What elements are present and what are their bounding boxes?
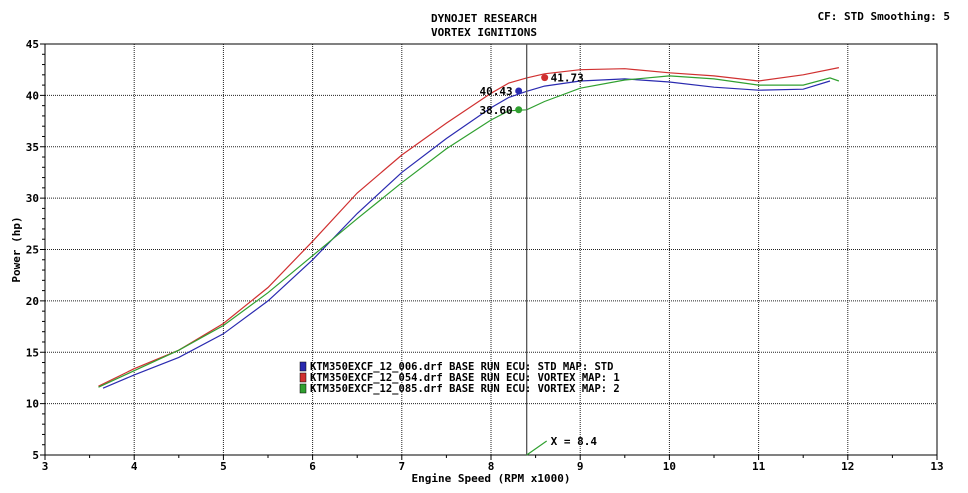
series-line <box>98 75 840 388</box>
series-marker-label: 41.73 <box>551 72 584 85</box>
x-tick-label: 3 <box>42 460 49 473</box>
legend-swatch <box>299 383 307 394</box>
legend-entry: KTM350EXCF_12_054.drf BASE RUN ECU: VORT… <box>310 372 620 384</box>
y-tick-label: 35 <box>26 141 39 154</box>
cursor-pointer <box>526 440 548 456</box>
plot-border <box>44 43 938 456</box>
x-axis-label: Engine Speed (RPM x1000) <box>412 472 571 485</box>
y-tick-label: 10 <box>26 398 39 411</box>
cursor-label: X = 8.4 <box>551 435 598 448</box>
chart-title: DYNOJET RESEARCH <box>431 12 537 25</box>
x-tick-label: 9 <box>577 460 584 473</box>
chart-subtitle: VORTEX IGNITIONS <box>431 26 537 39</box>
x-tick-label: 4 <box>131 460 138 473</box>
y-tick-label: 15 <box>26 346 39 359</box>
y-axis-label: Power (hp) <box>10 216 23 282</box>
legend-entry: KTM350EXCF_12_085.drf BASE RUN ECU: VORT… <box>310 383 620 395</box>
series-marker-label: 40.43 <box>480 85 513 98</box>
x-tick-label: 6 <box>309 460 316 473</box>
legend-swatch <box>299 361 307 372</box>
x-tick-label: 5 <box>220 460 227 473</box>
y-tick-label: 5 <box>32 449 39 462</box>
y-tick-label: 30 <box>26 192 39 205</box>
legend-entry: KTM350EXCF_12_006.drf BASE RUN ECU: STD … <box>310 361 613 373</box>
legend-swatch <box>299 372 307 383</box>
y-tick-label: 20 <box>26 295 39 308</box>
series-line <box>102 78 831 389</box>
y-tick-label: 25 <box>26 244 39 257</box>
y-tick-label: 40 <box>26 89 39 102</box>
x-tick-label: 12 <box>841 460 854 473</box>
x-tick-label: 11 <box>752 460 766 473</box>
series-line <box>98 67 840 387</box>
series-marker <box>515 106 523 114</box>
series-marker <box>515 87 523 95</box>
series-marker-label: 38.60 <box>480 104 513 117</box>
y-tick-label: 45 <box>26 38 39 51</box>
x-tick-label: 10 <box>663 460 676 473</box>
x-tick-label: 8 <box>488 460 495 473</box>
x-tick-label: 13 <box>930 460 943 473</box>
series-marker <box>541 74 549 82</box>
x-tick-label: 7 <box>398 460 405 473</box>
correction-factor-info: CF: STD Smoothing: 5 <box>817 10 950 23</box>
